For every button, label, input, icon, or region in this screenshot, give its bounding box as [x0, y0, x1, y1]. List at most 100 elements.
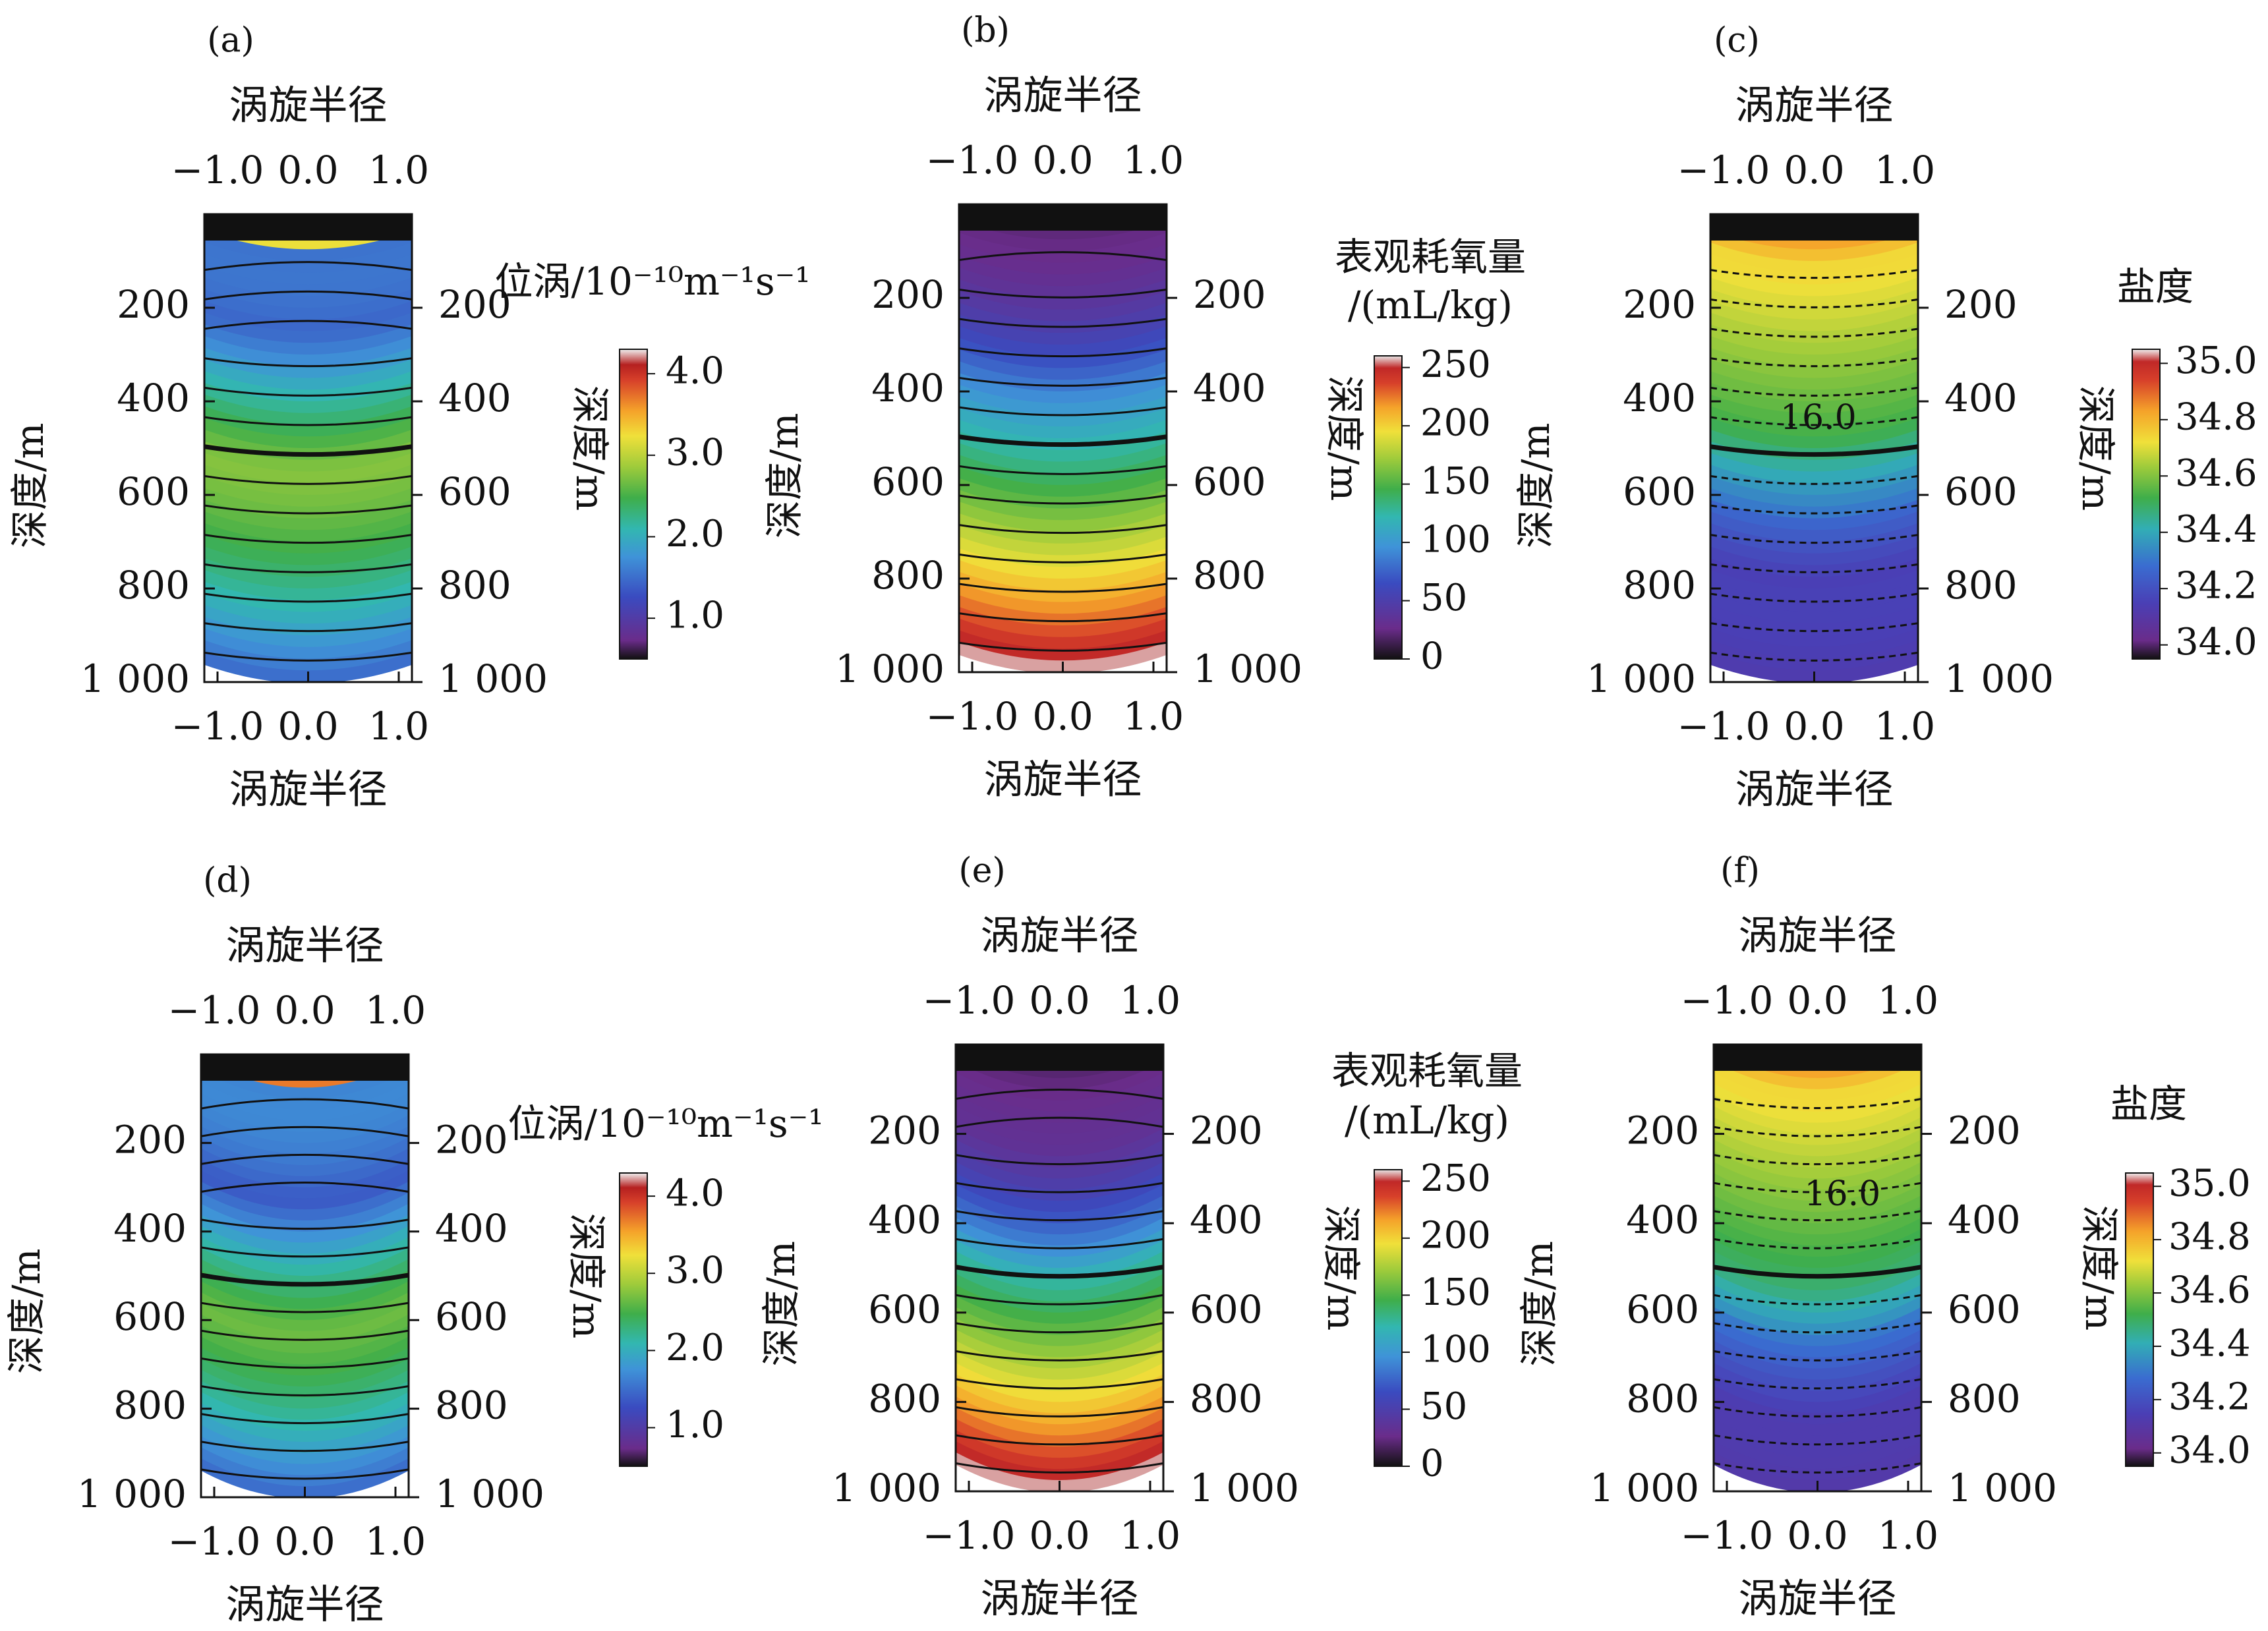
field-band	[959, 256, 1167, 288]
y-tick-label-right: 200	[1944, 282, 2018, 327]
field-band	[204, 300, 412, 333]
contour-line	[959, 612, 1167, 623]
field-band	[204, 500, 412, 532]
field-band	[201, 1159, 409, 1200]
field-band	[204, 616, 412, 648]
field-band	[204, 406, 412, 438]
plot-area	[959, 204, 1167, 672]
field-band	[956, 1083, 1163, 1124]
field-band	[956, 1139, 1163, 1180]
y-tick-label-left: 1 000	[80, 656, 190, 701]
field-band	[201, 1081, 409, 1122]
contour-line	[959, 494, 1167, 505]
y-tick-label-right: 400	[1190, 1197, 1263, 1242]
field-band	[959, 548, 1167, 580]
field-band	[956, 1195, 1163, 1236]
field-band	[201, 1292, 409, 1332]
contour-line	[201, 1302, 409, 1313]
y-tick-label-left: 600	[1623, 469, 1696, 514]
y-axis-title-left: 深度/m	[759, 1241, 803, 1367]
y-tick-label-left: 400	[868, 1197, 941, 1242]
field-band	[204, 453, 412, 485]
field-band	[959, 431, 1167, 463]
field-band	[1710, 593, 1918, 625]
colorbar-body	[1374, 355, 1403, 660]
y-tick-label-left: 200	[1626, 1108, 1699, 1153]
y-tick-label-left: 600	[113, 1294, 187, 1339]
field-band	[201, 1247, 409, 1288]
field-band	[201, 1226, 409, 1267]
field-band	[1710, 511, 1918, 543]
field-band	[201, 1104, 409, 1145]
field-band	[201, 1181, 409, 1222]
contour-line	[204, 622, 412, 633]
colorbar-tick-label: 34.4	[2168, 1322, 2251, 1365]
field-band	[1714, 1095, 1921, 1135]
field-band	[956, 1418, 1163, 1460]
contour-line	[204, 444, 412, 457]
field-band	[959, 279, 1167, 311]
x-tick-label-bottom: 1.0	[365, 1519, 426, 1564]
field-band	[201, 1215, 409, 1255]
y-tick-label-left: 1 000	[832, 1466, 941, 1510]
colorbar-tick-label: 34.4	[2175, 508, 2257, 551]
contour-line	[1714, 1210, 1921, 1222]
y-tick-label-left: 800	[117, 563, 190, 608]
contour-line	[956, 1350, 1163, 1361]
field-band	[204, 277, 412, 309]
colorbar-title: /(mL/kg)	[1345, 1098, 1509, 1143]
y-axis-title-right: 深度/m	[2077, 1205, 2122, 1331]
y-tick-label-left: 200	[868, 1108, 941, 1153]
field-band	[956, 1340, 1163, 1381]
field-band	[1714, 1184, 1921, 1225]
field-band	[204, 511, 412, 543]
y-tick-label-right: 200	[438, 282, 511, 327]
colorbar-title: 位涡/10⁻¹⁰m⁻¹s⁻¹	[508, 1101, 824, 1146]
field-band	[1714, 1418, 1921, 1460]
field-band	[956, 1217, 1163, 1258]
colorbar-body	[1374, 1169, 1403, 1467]
x-tick-label-top: 0.0	[274, 988, 335, 1033]
contour-line	[1714, 1182, 1921, 1193]
field-band	[956, 1240, 1163, 1280]
colorbar-tick-label: 34.8	[2168, 1216, 2251, 1259]
field-band	[204, 569, 412, 602]
field-band	[1710, 231, 1918, 262]
colorbar-tick-label: 2.0	[666, 1327, 724, 1369]
field-band	[1710, 534, 1918, 567]
x-tick-label-bottom: −1.0	[1681, 1513, 1774, 1558]
field-band	[959, 501, 1167, 533]
colorbar-title: 盐度	[2117, 264, 2194, 309]
field-band	[956, 1307, 1163, 1348]
field-band	[201, 1458, 409, 1497]
field-band	[204, 441, 412, 473]
x-tick-label-bottom: 0.0	[1029, 1513, 1090, 1558]
field-band	[1714, 1396, 1921, 1437]
field-band	[959, 466, 1167, 498]
field-band	[204, 312, 412, 345]
x-tick-label-top: 0.0	[277, 148, 338, 192]
contour-line	[1714, 1154, 1921, 1166]
field-band	[204, 231, 412, 262]
field-band	[959, 490, 1167, 522]
plot-area	[1714, 1044, 1921, 1491]
colorbar-tick-label: 100	[1420, 1328, 1491, 1371]
colorbar: 位涡/10⁻¹⁰m⁻¹s⁻¹ 4.0 3.0 2.0 1.0	[495, 259, 810, 660]
contour-line	[1710, 622, 1918, 633]
contour-line	[956, 1089, 1163, 1101]
x-tick-label-bottom: −1.0	[168, 1519, 261, 1564]
field-band	[956, 1374, 1163, 1415]
x-tick-label-top: 1.0	[368, 148, 429, 192]
field-band	[1714, 1329, 1921, 1370]
contour-annotation: 16.0	[1804, 1174, 1880, 1214]
field-band	[1714, 1206, 1921, 1247]
x-axis-title-bottom: 涡旋半径	[226, 1582, 384, 1628]
field-band	[1710, 277, 1918, 309]
field-band	[201, 1347, 409, 1388]
colorbar-tick-label: 34.8	[2175, 395, 2257, 438]
y-tick-label-right: 600	[435, 1294, 508, 1339]
field-band	[204, 242, 412, 274]
plot-area	[1710, 214, 1918, 682]
